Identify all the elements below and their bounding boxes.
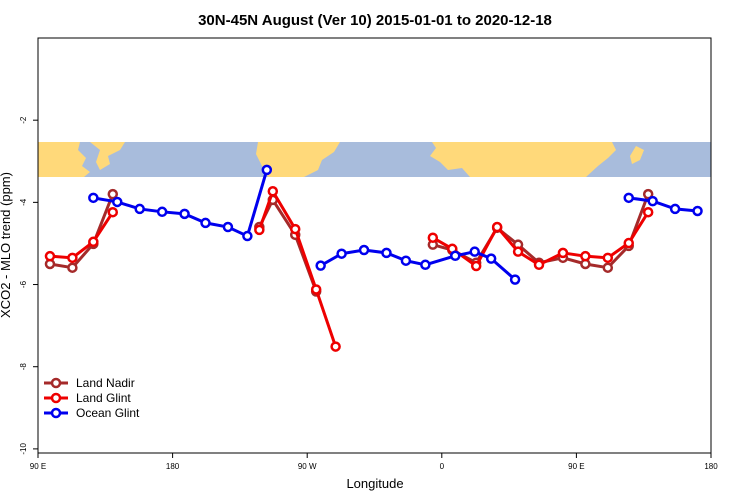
y-tick-label: -2 bbox=[19, 116, 28, 124]
data-point bbox=[602, 262, 614, 273]
data-point bbox=[427, 232, 439, 243]
legend-marker bbox=[50, 407, 62, 419]
data-point bbox=[491, 221, 503, 233]
data-point bbox=[623, 237, 634, 249]
data-point bbox=[330, 341, 341, 352]
data-point bbox=[642, 206, 654, 218]
data-point bbox=[470, 260, 482, 272]
data-point bbox=[67, 262, 78, 273]
data-point bbox=[381, 247, 392, 259]
map-land bbox=[430, 142, 616, 177]
map-land bbox=[630, 146, 644, 164]
data-point bbox=[267, 186, 279, 197]
data-point bbox=[336, 248, 347, 259]
data-point bbox=[310, 284, 322, 295]
legend-label: Land Nadir bbox=[76, 376, 135, 390]
data-point bbox=[623, 192, 634, 204]
data-point bbox=[261, 164, 273, 176]
data-point bbox=[420, 259, 431, 271]
data-point bbox=[88, 236, 99, 248]
data-point bbox=[450, 250, 461, 262]
data-point bbox=[112, 196, 123, 208]
data-point bbox=[88, 192, 99, 204]
data-point bbox=[642, 188, 654, 200]
x-tick-label: 180 bbox=[166, 462, 180, 471]
data-point bbox=[107, 206, 119, 218]
data-point bbox=[254, 224, 265, 236]
legend-label: Land Glint bbox=[76, 391, 131, 405]
data-point bbox=[222, 221, 234, 233]
data-point bbox=[580, 250, 591, 262]
data-point bbox=[315, 260, 326, 271]
chart-title: 30N-45N August (Ver 10) 2015-01-01 to 20… bbox=[198, 12, 552, 29]
map-land bbox=[38, 142, 90, 177]
data-point bbox=[469, 246, 480, 257]
data-point bbox=[156, 206, 168, 218]
x-tick-label: 90 E bbox=[30, 462, 46, 471]
data-point bbox=[44, 250, 56, 262]
x-axis-title: Longitude bbox=[346, 476, 403, 491]
data-point bbox=[107, 188, 119, 200]
data-point bbox=[533, 259, 545, 271]
data-point bbox=[669, 203, 681, 215]
y-tick-label: -6 bbox=[19, 280, 28, 288]
data-point bbox=[242, 230, 253, 242]
y-axis-title: XCO2 - MLO trend (ppm) bbox=[0, 172, 13, 318]
data-point bbox=[647, 195, 658, 207]
data-point bbox=[179, 208, 190, 220]
y-tick-label: -10 bbox=[19, 443, 28, 455]
data-point bbox=[509, 274, 521, 285]
x-tick-label: 180 bbox=[704, 462, 718, 471]
legend-marker bbox=[50, 392, 62, 404]
data-point bbox=[602, 252, 614, 264]
data-point bbox=[512, 246, 524, 257]
y-tick-label: -4 bbox=[19, 198, 28, 206]
data-point bbox=[67, 252, 78, 264]
x-tick-label: 90 E bbox=[568, 462, 584, 471]
data-point bbox=[692, 205, 703, 217]
legend-marker bbox=[50, 377, 62, 389]
map-land bbox=[90, 142, 125, 170]
data-point bbox=[289, 223, 301, 235]
x-tick-label: 90 W bbox=[298, 462, 317, 471]
plot-frame bbox=[37, 37, 712, 454]
y-tick-label: -8 bbox=[19, 363, 28, 371]
map-strip bbox=[38, 142, 711, 177]
data-point bbox=[358, 244, 370, 256]
data-point bbox=[200, 217, 211, 229]
data-point bbox=[485, 253, 497, 264]
data-point bbox=[134, 203, 145, 215]
legend-label: Ocean Glint bbox=[76, 406, 140, 420]
map-land bbox=[256, 142, 340, 177]
data-point bbox=[557, 247, 569, 259]
x-tick-label: 0 bbox=[440, 462, 445, 471]
data-point bbox=[400, 255, 412, 266]
